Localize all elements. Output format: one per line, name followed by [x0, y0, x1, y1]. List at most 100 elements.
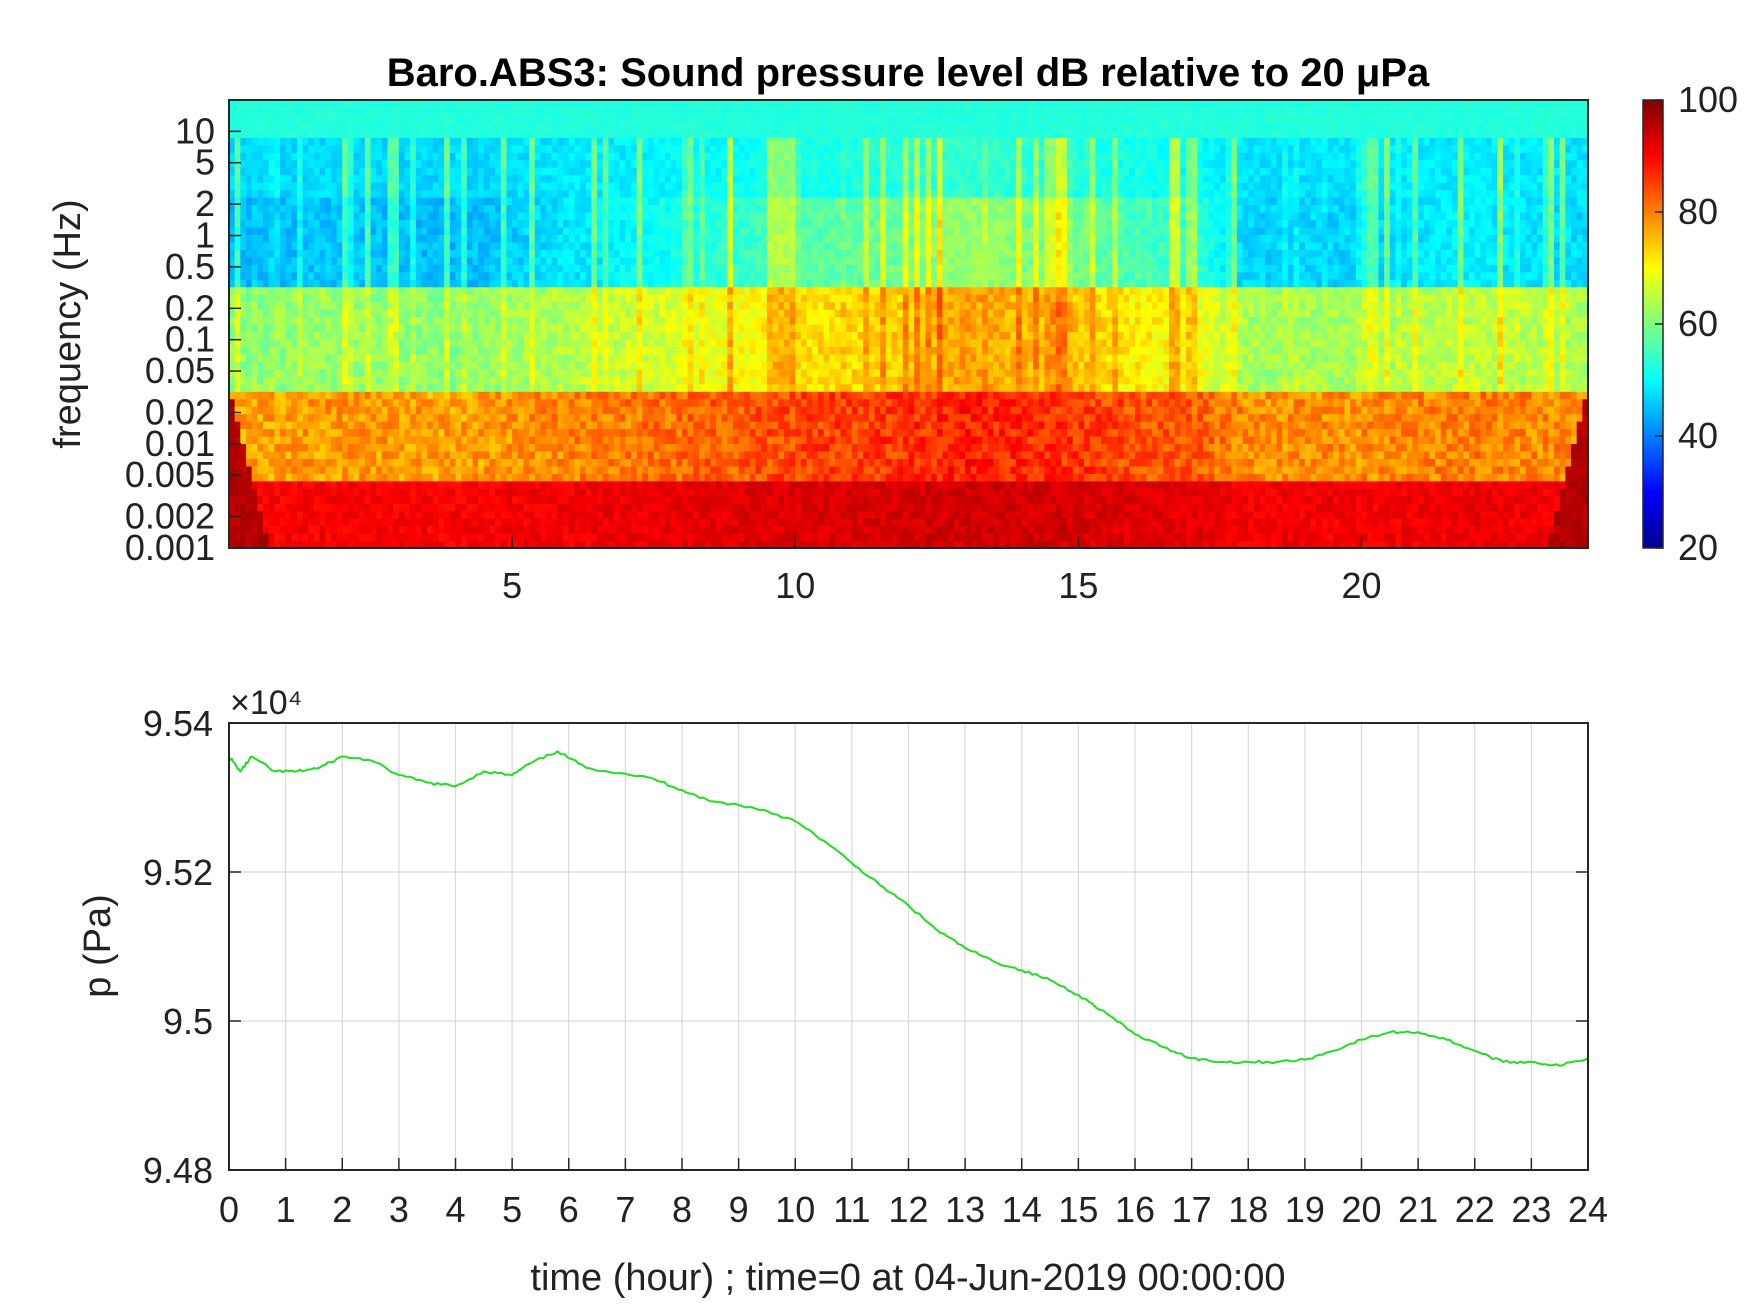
spectrogram-cell [410, 129, 417, 138]
spectrogram-cell [682, 346, 689, 355]
spectrogram-cell [370, 241, 377, 250]
spectrogram-cell [449, 107, 457, 116]
spectrogram-cell [268, 480, 275, 489]
spectrogram-cell [432, 368, 440, 377]
spectrogram-cell [359, 338, 366, 347]
spectrogram-cell [410, 376, 417, 385]
spectrogram-cell [313, 100, 321, 109]
spectrogram-cell [523, 174, 530, 183]
spectrogram-cell [432, 264, 440, 273]
spectrogram-cell [687, 398, 694, 407]
spectrogram-cell [347, 525, 355, 534]
spectrogram-cell [415, 413, 423, 422]
spectrogram-cell [625, 234, 632, 243]
spectrogram-cell [495, 540, 502, 548]
spectrogram-cell [608, 518, 615, 527]
spectrogram-cell [370, 129, 377, 138]
spectrogram-cell [285, 331, 292, 340]
spectrogram-cell [387, 473, 394, 482]
spectrogram-cell [376, 346, 383, 355]
spectrogram-cell [495, 107, 502, 116]
spectrogram-cell [257, 443, 264, 452]
spectrogram-cell [302, 503, 309, 512]
spectrogram-cell [347, 152, 355, 161]
spectrogram-cell [500, 301, 508, 310]
spectrogram-cell [665, 226, 672, 235]
spectrogram-cell [262, 167, 270, 176]
spectrogram-cell [381, 436, 389, 445]
spectrogram-cell [461, 465, 468, 474]
spectrogram-cell [364, 398, 372, 407]
spectrogram-cell [398, 226, 406, 235]
spectrogram-cell [336, 488, 343, 497]
spectrogram-cell [489, 338, 496, 347]
spectrogram-cell [563, 525, 570, 534]
spectrogram-cell [483, 234, 491, 243]
spectrogram-cell [551, 361, 559, 370]
spectrogram-cell [432, 406, 440, 415]
spectrogram-cell [512, 107, 519, 116]
spectrogram-cell [432, 391, 440, 400]
spectrogram-cell [364, 301, 372, 310]
spectrogram-cell [557, 398, 564, 407]
spectrogram-cell [353, 152, 360, 161]
spectrogram-cell [529, 294, 536, 303]
spectrogram-cell [432, 152, 440, 161]
spectrogram-cell [438, 518, 445, 527]
spectrogram-cell [342, 346, 349, 355]
spectrogram-cell [648, 480, 655, 489]
spectrogram-cell [421, 495, 428, 504]
spectrogram-cell [240, 309, 247, 318]
spectrogram-cell [359, 234, 366, 243]
spectrogram-cell [489, 533, 496, 542]
spectrogram-cell [682, 159, 689, 168]
spectrogram-cell [483, 197, 491, 206]
spectrogram-cell [665, 100, 672, 109]
spectrogram-cell [279, 368, 287, 377]
spectrogram-cell [585, 286, 592, 295]
spectrogram-cell [444, 189, 451, 198]
spectrogram-cell [432, 436, 440, 445]
spectrogram-cell [313, 197, 321, 206]
spectrogram-cell [240, 324, 247, 333]
spectrogram-cell [466, 540, 474, 548]
spectrogram-cell [234, 204, 241, 213]
spectrogram-cell [410, 503, 417, 512]
spectrogram-cell [631, 324, 638, 333]
spectrogram-cell [336, 480, 343, 489]
spectrogram-cell [517, 391, 525, 400]
spectrogram-cell [432, 383, 440, 392]
spectrogram-cell [483, 114, 491, 123]
spectrogram-cell [319, 383, 326, 392]
spectrogram-cell [693, 249, 700, 258]
spectrogram-cell [432, 376, 440, 385]
spectrogram-cell [421, 204, 428, 213]
spectrogram-cell [370, 204, 377, 213]
spectrogram-cell [432, 324, 440, 333]
spectrogram-cell [580, 436, 587, 445]
spectrogram-cell [614, 510, 621, 519]
spectrogram-cell [597, 510, 604, 519]
spectrogram-cell [393, 368, 400, 377]
spectrogram-cell [602, 107, 609, 116]
spectrogram-cell [591, 510, 598, 519]
spectrogram-cell [410, 398, 417, 407]
spectrogram-cell [461, 294, 468, 303]
spectrogram-cell [438, 361, 445, 370]
spectrogram-cell [659, 107, 666, 116]
spectrogram-cell [245, 271, 253, 280]
spectrogram-cell [608, 495, 615, 504]
spectrogram-cell [489, 167, 496, 176]
spectrogram-cell [506, 234, 513, 243]
spectrogram-cell [478, 219, 485, 228]
spectrogram-cell [393, 480, 400, 489]
spectrogram-cell [568, 391, 576, 400]
spectrogram-cell [648, 383, 655, 392]
spectrogram-cell [251, 241, 258, 250]
spectrogram-cell [648, 465, 655, 474]
spectrogram-cell [415, 406, 423, 415]
spectrogram-cell [466, 353, 474, 362]
spectrogram-cell [483, 331, 491, 340]
spectrogram-cell [500, 331, 508, 340]
spectrogram-cell [279, 406, 287, 415]
